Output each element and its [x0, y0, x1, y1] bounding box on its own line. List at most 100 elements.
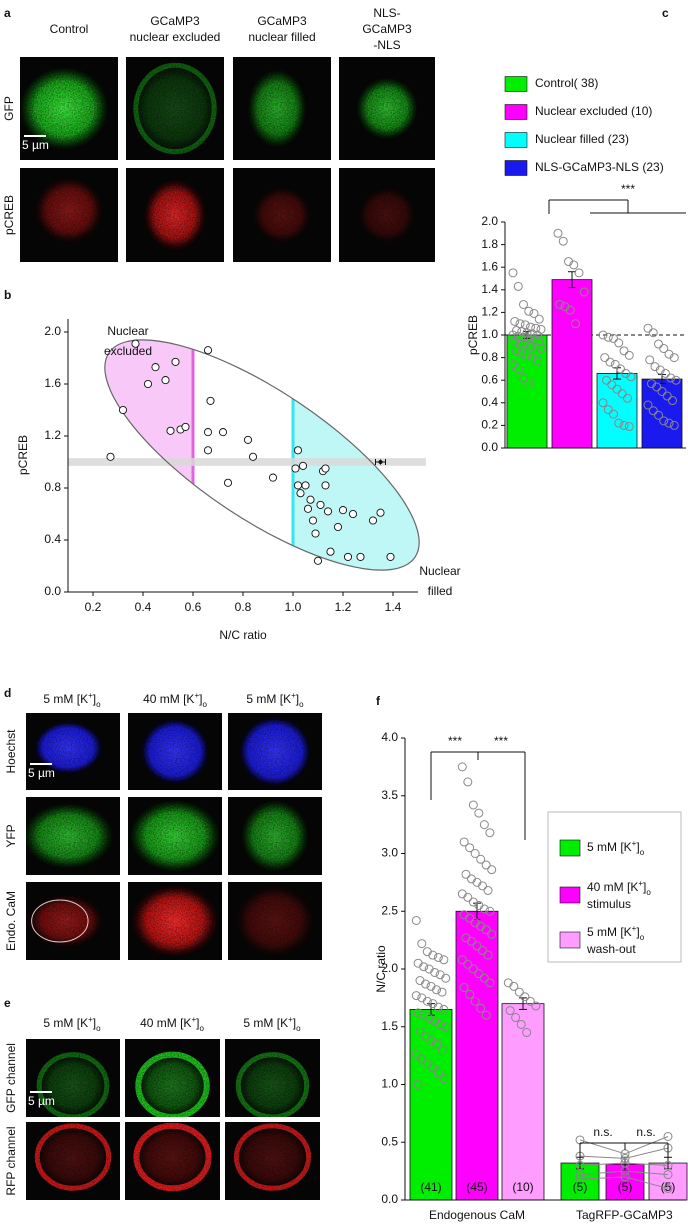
point [296, 489, 305, 498]
micrograph [126, 168, 224, 262]
point [161, 376, 170, 385]
micrograph [128, 882, 222, 960]
text-part: + [194, 691, 199, 700]
point [476, 1003, 486, 1013]
point [517, 348, 527, 358]
point [291, 464, 300, 473]
column-header: nuclear excluded [130, 30, 221, 44]
point [508, 268, 518, 278]
point [558, 236, 568, 246]
mean-point [378, 460, 383, 464]
point [411, 915, 421, 925]
point [657, 387, 667, 396]
legend-swatch [504, 132, 528, 148]
point [624, 422, 634, 432]
n-label: (10) [512, 1180, 533, 1194]
point [479, 973, 489, 983]
legend-swatch [504, 160, 528, 176]
point [485, 828, 495, 838]
point [609, 333, 618, 343]
text-part: + [288, 1015, 293, 1024]
cell [247, 69, 307, 148]
point [433, 1068, 443, 1078]
point [609, 409, 618, 419]
point [313, 556, 323, 565]
point [465, 989, 475, 999]
text-part: 40 mM [K [140, 1016, 191, 1030]
micrograph [225, 1039, 320, 1117]
x-tick-label: TagRFP-GCaMP3 [576, 1208, 673, 1222]
cell-outline [135, 1051, 210, 1117]
paired-line [579, 1162, 626, 1166]
point [669, 353, 679, 363]
cell [143, 179, 207, 251]
point [533, 356, 542, 366]
point [654, 339, 663, 349]
paired-line [579, 1176, 626, 1180]
x-axis-label: N/C ratio [219, 628, 267, 642]
micrograph [20, 57, 118, 160]
point [645, 355, 655, 365]
point [610, 359, 620, 369]
y-tick-label: 1.6 [44, 376, 61, 390]
point [166, 426, 175, 435]
cell [239, 716, 311, 787]
column-header: GCaMP3 [150, 14, 200, 28]
point [479, 820, 489, 830]
legend-label: NLS-GCaMP3-NLS (23) [535, 160, 664, 174]
point [602, 375, 611, 385]
point [468, 964, 478, 974]
micrograph [26, 1122, 120, 1200]
point [348, 509, 358, 519]
point [386, 552, 395, 561]
text-part: o [299, 700, 304, 709]
point [643, 323, 653, 333]
n-label: (45) [466, 1180, 487, 1194]
y-tick-label: 4.0 [381, 730, 398, 744]
text-part: o [640, 933, 645, 942]
text-part: o [296, 1024, 301, 1033]
point [321, 464, 330, 473]
y-tick-label: 0.4 [481, 395, 498, 409]
x-tick-label: 1.2 [335, 600, 352, 614]
micrograph [125, 1122, 220, 1200]
point [439, 1074, 449, 1084]
text-part: + [191, 1015, 196, 1024]
point [485, 978, 495, 988]
significance-label: *** [621, 182, 635, 196]
point [648, 406, 658, 416]
y-tick-label: 0.6 [481, 372, 498, 386]
y-tick-label: 0.2 [481, 418, 498, 432]
cell-outline [133, 62, 217, 155]
point [413, 1080, 423, 1089]
point [472, 941, 482, 951]
cell-outline [34, 1123, 112, 1191]
point [534, 314, 544, 324]
legend-label: 5 mM [K+]o [587, 924, 645, 942]
paired-line [579, 1170, 626, 1176]
text-part: 40 mM [K [143, 692, 194, 706]
cell [130, 62, 220, 155]
point [661, 368, 670, 378]
text-part: ] [196, 1016, 199, 1030]
cell-outline [235, 1052, 310, 1117]
point [614, 338, 624, 348]
cell [141, 719, 209, 784]
point [603, 332, 613, 342]
point [485, 906, 495, 916]
text-part: 40 mM [K [587, 880, 638, 894]
point [321, 481, 330, 490]
point [511, 1013, 521, 1023]
point [524, 379, 534, 389]
paired-line [624, 1170, 669, 1176]
point [623, 393, 632, 403]
row-label: GFP channel [4, 1043, 18, 1113]
point [669, 420, 679, 430]
x-tick-label: 1.0 [285, 600, 302, 614]
column-header: NLS- [373, 6, 400, 20]
point [439, 955, 449, 965]
point [437, 987, 447, 997]
bar [409, 1009, 453, 1201]
point [476, 854, 486, 864]
